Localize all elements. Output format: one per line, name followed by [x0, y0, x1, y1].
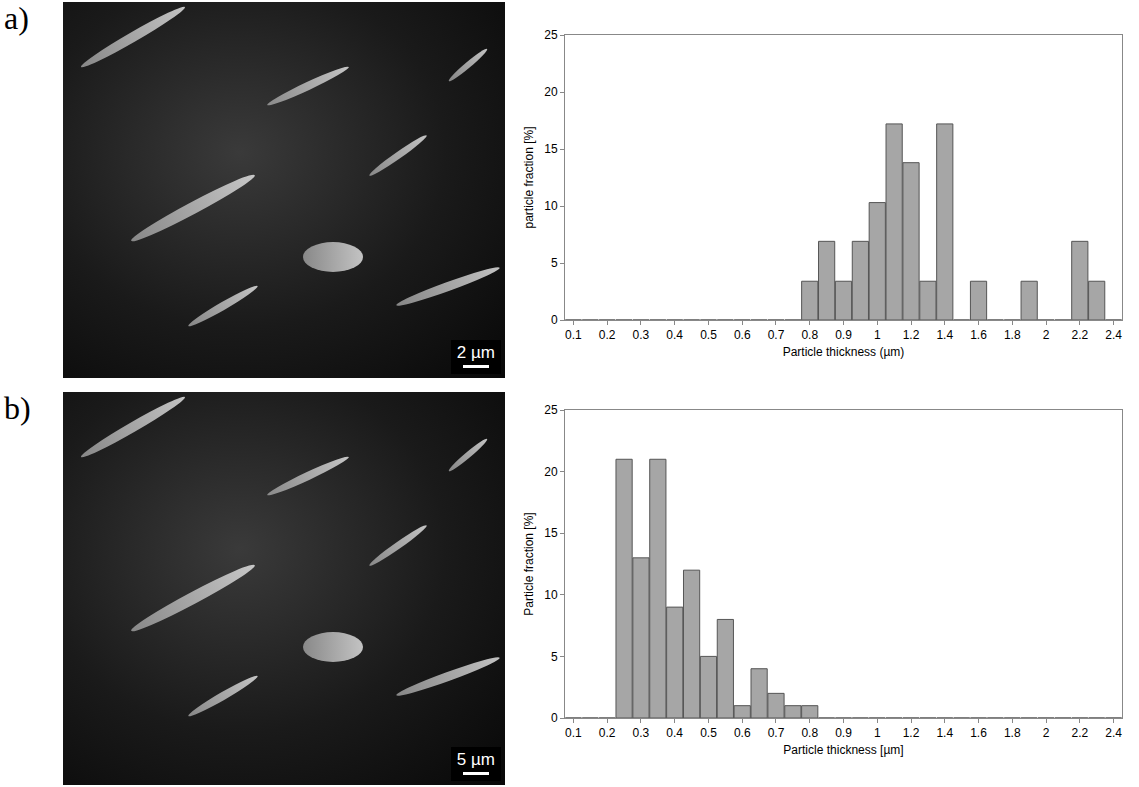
svg-text:1.6: 1.6 [970, 726, 987, 740]
svg-text:15: 15 [544, 142, 558, 156]
svg-text:25: 25 [544, 28, 558, 42]
svg-text:0.8: 0.8 [801, 726, 818, 740]
svg-text:0.6: 0.6 [734, 726, 751, 740]
svg-text:0.2: 0.2 [599, 328, 616, 342]
html-text:b): b) [4, 390, 31, 426]
svg-text:2.2: 2.2 [1071, 726, 1088, 740]
svg-text:0: 0 [551, 711, 558, 725]
html-text:2 µm: 2 µm [456, 343, 495, 362]
svg-text:0.8: 0.8 [801, 328, 818, 342]
svg-text:0.7: 0.7 [768, 726, 785, 740]
svg-text:5: 5 [551, 256, 558, 270]
svg-text:0: 0 [551, 313, 558, 327]
html-text:a): a) [4, 0, 29, 36]
svg-text:Particle thickness [µm]: Particle thickness [µm] [783, 743, 903, 757]
svg-text:2.4: 2.4 [1105, 726, 1122, 740]
svg-text:1.2: 1.2 [903, 726, 920, 740]
svg-text:0.5: 0.5 [700, 726, 717, 740]
svg-text:10: 10 [544, 199, 558, 213]
svg-text:0.5: 0.5 [700, 328, 717, 342]
svg-text:Particle fraction [%]: Particle fraction [%] [522, 512, 536, 615]
svg-text:1.8: 1.8 [1004, 328, 1021, 342]
svg-text:15: 15 [544, 526, 558, 540]
svg-text:0.1: 0.1 [565, 726, 582, 740]
svg-text:0.9: 0.9 [835, 726, 852, 740]
svg-text:1.8: 1.8 [1004, 726, 1021, 740]
svg-text:2: 2 [1043, 726, 1050, 740]
svg-text:5: 5 [551, 650, 558, 664]
svg-text:20: 20 [544, 85, 558, 99]
html-text:5 µm: 5 µm [456, 750, 495, 769]
svg-text:25: 25 [544, 403, 558, 417]
svg-text:0.2: 0.2 [599, 726, 616, 740]
svg-text:2.4: 2.4 [1105, 328, 1122, 342]
svg-text:20: 20 [544, 465, 558, 479]
svg-text:0.4: 0.4 [666, 328, 683, 342]
svg-text:10: 10 [544, 588, 558, 602]
svg-text:1: 1 [874, 726, 881, 740]
svg-text:0.1: 0.1 [565, 328, 582, 342]
svg-text:particle fraction [%]: particle fraction [%] [522, 126, 536, 228]
svg-text:0.3: 0.3 [633, 328, 650, 342]
svg-text:1.4: 1.4 [936, 328, 953, 342]
svg-text:1.6: 1.6 [970, 328, 987, 342]
svg-text:1: 1 [874, 328, 881, 342]
svg-text:0.6: 0.6 [734, 328, 751, 342]
svg-text:0.4: 0.4 [666, 726, 683, 740]
svg-text:1.4: 1.4 [936, 726, 953, 740]
svg-text:2.2: 2.2 [1071, 328, 1088, 342]
svg-text:0.9: 0.9 [835, 328, 852, 342]
svg-text:1.2: 1.2 [903, 328, 920, 342]
svg-text:2: 2 [1043, 328, 1050, 342]
svg-text:0.3: 0.3 [633, 726, 650, 740]
svg-text:Particle thickness (µm): Particle thickness (µm) [783, 345, 905, 359]
svg-text:0.7: 0.7 [768, 328, 785, 342]
